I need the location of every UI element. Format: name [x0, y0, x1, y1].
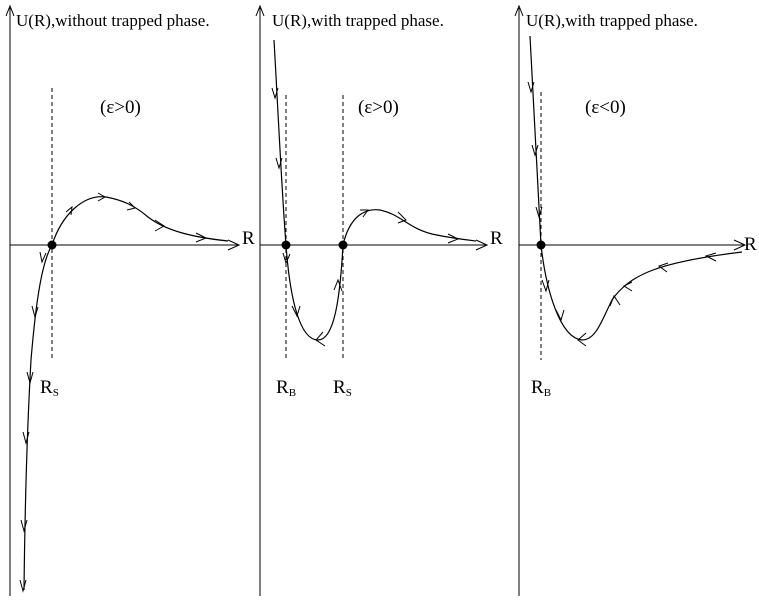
panel-1-rs-label-main: R	[40, 377, 53, 398]
panel-1-flow-arrow	[31, 305, 39, 319]
panel-2-flow-arrow	[447, 233, 460, 244]
panel-1-flow-arrow	[26, 371, 34, 385]
panel-1-flow-arrow	[19, 579, 27, 593]
panel-1-flow-arrow	[154, 219, 165, 232]
panel-2-rb-label-sub: B	[289, 387, 296, 399]
panel-2-flow-arrow	[315, 331, 326, 347]
panel-1-flow-arrow	[39, 251, 47, 264]
panel-2-flow-arrow	[291, 305, 301, 318]
panel-1-flow-arrow	[126, 201, 136, 211]
panel-2-flow-arrow	[397, 211, 407, 224]
panel-3-flow-arrow	[555, 309, 565, 322]
panel-3-flow-arrow	[704, 252, 717, 262]
panel-2-rs-label-main: R	[333, 377, 346, 398]
panel-1-rs-label-sub: S	[53, 387, 59, 399]
panel-3-flow-arrow	[535, 206, 543, 219]
panel-1-flow-arrow	[65, 205, 73, 216]
panel-1: U(R),without trapped phase. (ε>0) R RS	[5, 4, 255, 596]
panel-3-horizontal-axis-arrow	[733, 239, 747, 251]
panel-1-flow-arrow	[195, 232, 208, 243]
panel-2-vertical-axis-arrow	[255, 4, 265, 17]
panel-3-rb-label-sub: B	[544, 387, 551, 399]
panel-1-axis-label: R	[242, 228, 255, 249]
panel-1-vertical-axis-arrow	[5, 4, 15, 17]
panel-1-condition: (ε>0)	[100, 97, 141, 118]
panel-3-flow-arrow	[527, 81, 535, 94]
panel-2-rs-label: RS	[333, 377, 352, 399]
panel-3-flow-arrow	[577, 332, 587, 347]
panel-3-vertical-axis-arrow	[514, 4, 524, 17]
panel-2-flow-arrow	[271, 87, 279, 100]
panel-3: U(R),with trapped phase. (ε<0) R RB	[514, 4, 757, 596]
panel-2-rb-label-main: R	[276, 377, 289, 398]
panel-1-flow-arrow	[20, 519, 28, 533]
panel-1-flow-arrow	[22, 431, 30, 445]
panel-2-flow-arrow	[275, 157, 283, 170]
panel-3-axis-label: R	[744, 234, 757, 255]
panel-2-potential-curve-well	[285, 244, 344, 341]
panel-3-rb-label-main: R	[531, 377, 544, 398]
panel-2-condition: (ε>0)	[358, 97, 399, 118]
panel-2-rb-label: RB	[276, 377, 296, 399]
panel-2-flow-arrow	[360, 209, 369, 218]
panel-1-rs-label: RS	[40, 377, 59, 399]
panel-3-flow-arrow	[541, 279, 550, 293]
panel-1-title: U(R),without trapped phase.	[16, 11, 210, 30]
panel-2-flow-arrow	[282, 252, 291, 265]
panel-1-potential-curve-infall	[23, 244, 53, 591]
panel-3-title: U(R),with trapped phase.	[526, 11, 698, 30]
panel-3-flow-arrow	[609, 294, 621, 307]
panel-2-title: U(R),with trapped phase.	[272, 11, 444, 30]
panel-1-potential-curve-barrier	[51, 196, 229, 246]
panel-2-horizontal-axis-arrow	[475, 239, 489, 251]
panel-1-horizontal-axis-arrow	[227, 239, 241, 251]
panel-3-condition: (ε<0)	[585, 97, 626, 118]
panel-3-flow-arrow	[531, 144, 539, 157]
panel-2-axis-label: R	[490, 228, 503, 249]
panel-2-potential-curve-wall	[273, 39, 287, 246]
panel-3-rb-label: RB	[531, 377, 551, 399]
panel-3-potential-curve-well	[540, 244, 743, 341]
panel-1-flow-arrow	[97, 192, 107, 202]
panel-3-potential-curve-wall	[529, 35, 542, 246]
panel-3-flow-arrow	[622, 281, 633, 292]
panel-2-flow-arrow	[333, 278, 343, 292]
panel-2: U(R),with trapped phase. (ε>0) R RB RS	[255, 4, 503, 596]
panel-2-rs-label-sub: S	[346, 387, 352, 399]
panel-3-flow-arrow	[657, 262, 669, 273]
